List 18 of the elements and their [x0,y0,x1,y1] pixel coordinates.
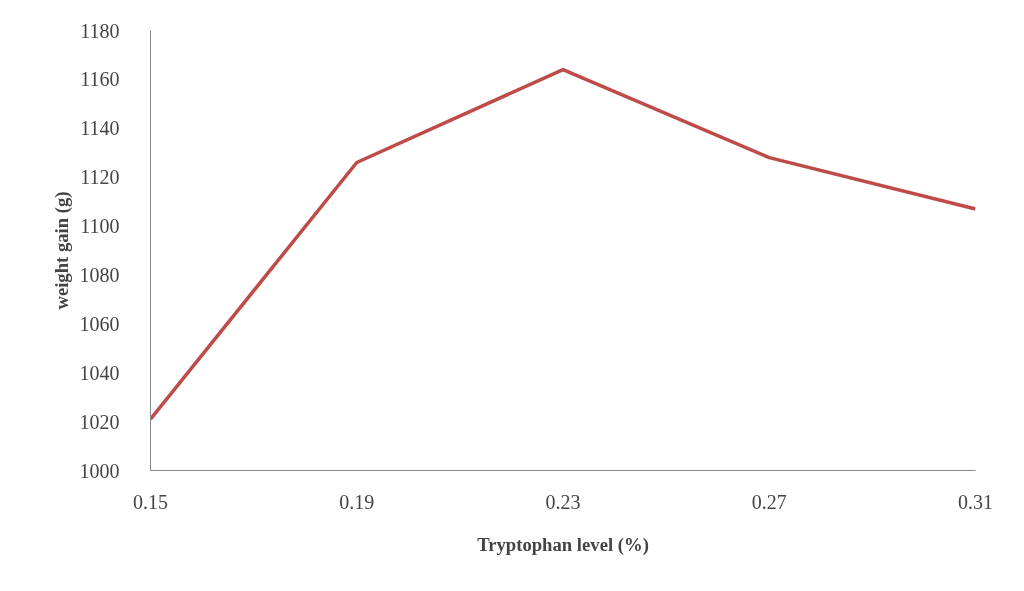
y-tick-label: 1180 [80,19,120,42]
y-axis-title: weight gain (g) [50,191,73,310]
x-tick-label: 0.23 [545,490,581,513]
y-tick-label: 1040 [79,361,120,384]
y-tick-label: 1100 [80,215,120,238]
x-tick-label: 0.31 [958,490,993,513]
x-tick-label: 0.27 [751,490,787,513]
y-tick-label: 1060 [79,312,120,335]
y-tick-label: 1000 [79,459,120,482]
line-series [150,67,976,421]
y-tick-label: 1140 [80,117,120,140]
x-tick-label: 0.15 [133,490,168,513]
y-tick-label: 1020 [79,410,120,433]
y-tick-label: 1080 [79,263,120,286]
x-tick-label: 0.19 [339,490,375,513]
x-axis-title: Tryptophan level (%) [477,533,649,556]
y-tick-label: 1160 [80,68,120,91]
y-tick-label: 1120 [80,166,120,189]
